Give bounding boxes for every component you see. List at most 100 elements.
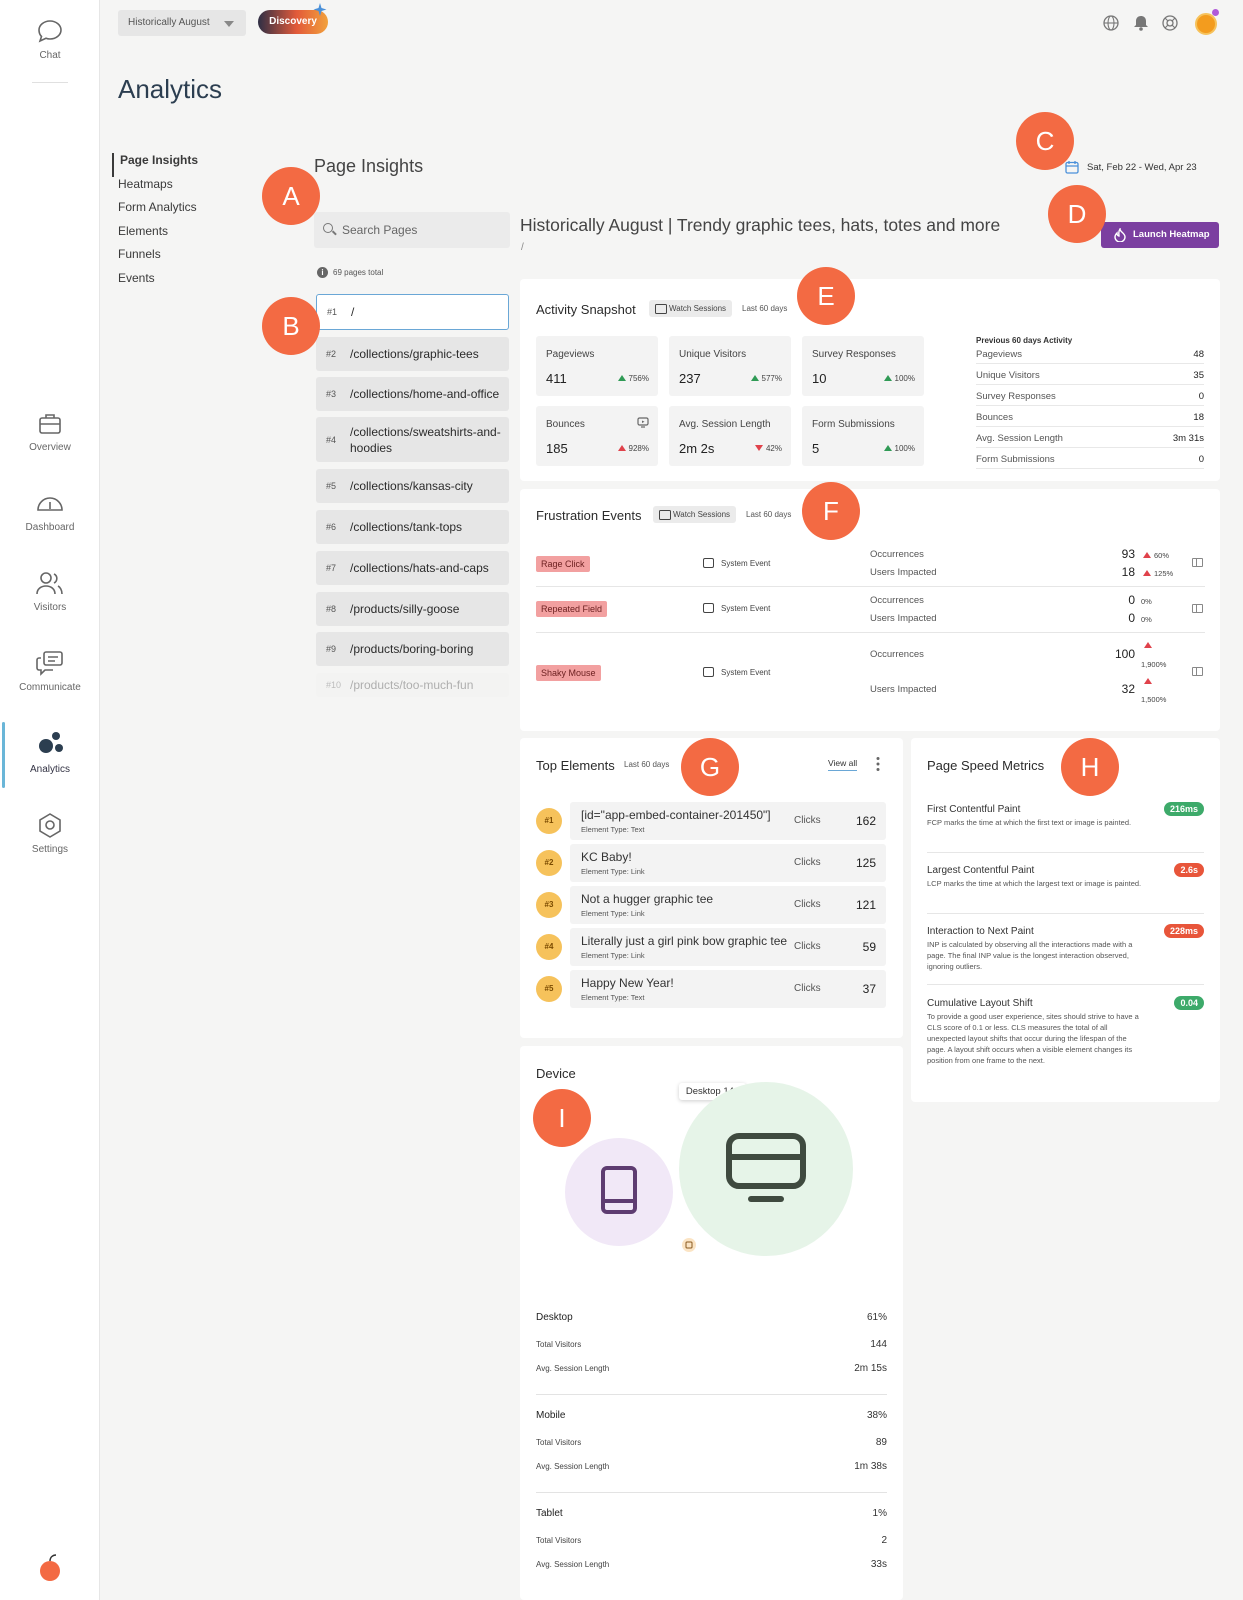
rail-label: Visitors <box>33 602 67 613</box>
subnav-funnels[interactable]: Funnels <box>118 247 161 261</box>
settings-icon <box>39 813 61 838</box>
metric-value: 5 <box>812 441 820 456</box>
discovery-button[interactable]: Discovery <box>258 10 328 34</box>
rail-chat[interactable]: Chat <box>0 18 100 61</box>
rail-label: Overview <box>29 442 71 453</box>
subnav-heatmaps[interactable]: Heatmaps <box>118 176 173 191</box>
rail-dashboard[interactable]: Dashboard <box>0 490 100 533</box>
avatar[interactable] <box>1195 13 1217 35</box>
element-row[interactable]: #2 KC Baby! Element Type: Link Clicks 125 <box>536 844 886 882</box>
launch-heatmap-button[interactable]: Launch Heatmap <box>1101 222 1219 248</box>
rail-communicate[interactable]: Communicate <box>0 650 100 693</box>
globe-icon[interactable] <box>1103 15 1119 31</box>
site-selector[interactable]: Historically August <box>118 10 246 36</box>
desktop-icon <box>726 1133 806 1202</box>
tablet-bubble[interactable] <box>565 1138 673 1246</box>
page-item[interactable]: #3/collections/home-and-office <box>316 377 509 411</box>
subnav-elements[interactable]: Elements <box>118 223 169 238</box>
page-item[interactable]: #4/collections/sweatshirts-and-hoodies <box>316 417 509 462</box>
metric-tile: Pageviews 411 756% <box>536 336 658 396</box>
element-box: KC Baby! Element Type: Link Clicks 125 <box>570 844 886 882</box>
metric-change: 928% <box>617 444 649 453</box>
arrow-up-icon <box>1144 642 1152 648</box>
marker-b: B <box>262 297 320 355</box>
element-row[interactable]: #1 [id="app-embed-container-201450"] Eleme… <box>536 802 886 840</box>
page-rank: #8 <box>326 604 337 614</box>
page-item[interactable]: #5/collections/kansas-city <box>316 469 509 503</box>
metric-value: 411 <box>546 371 567 386</box>
more-vertical-icon[interactable] <box>875 756 881 772</box>
subnav-events[interactable]: Events <box>118 270 155 285</box>
occurrences-value: 0 <box>1128 593 1135 607</box>
metric-change: 42% <box>754 444 782 453</box>
element-row[interactable]: #3 Not a hugger graphic tee Element Type: … <box>536 886 886 924</box>
sparkle-icon <box>313 3 327 16</box>
total-visitors-value: 2 <box>881 1535 887 1546</box>
metric-desc: FCP marks the time at which the first te… <box>927 818 1132 827</box>
page-path-label: / <box>521 242 524 253</box>
element-box: Literally just a girl pink bow graphic t… <box>570 928 886 966</box>
view-all-link[interactable]: View all <box>828 758 858 771</box>
watch-label: Watch Sessions <box>673 510 731 519</box>
analytics-subnav: Page Insights Heatmaps Form Analytics El… <box>112 153 198 294</box>
clicks-label: Clicks <box>794 941 821 952</box>
subnav-page-insights[interactable]: Page Insights <box>112 153 198 177</box>
marker-h: H <box>1061 738 1119 796</box>
element-name: KC Baby! <box>581 850 632 864</box>
page-item[interactable]: #6/collections/tank-tops <box>316 510 509 544</box>
speed-metric: Cumulative Layout Shift To provide a good… <box>927 996 1204 1066</box>
element-row[interactable]: #5 Happy New Year! Element Type: Text Click… <box>536 970 886 1008</box>
chat-icon <box>38 20 62 43</box>
marker-f: F <box>802 482 860 540</box>
rail-settings[interactable]: Settings <box>0 812 100 855</box>
page-path: / <box>351 305 355 319</box>
event-tag: Repeated Field <box>536 601 608 617</box>
card-title: Frustration Events <box>536 508 642 523</box>
metric-change: 100% <box>883 444 915 453</box>
change-value: 125% <box>1154 569 1174 578</box>
metric-title: Largest Contentful Paint <box>927 865 1035 876</box>
details-icon[interactable] <box>1192 667 1203 676</box>
watch-sessions-button[interactable]: Watch Sessions <box>649 300 733 317</box>
system-event-label: System Event <box>703 603 770 613</box>
rank-badge: #3 <box>536 892 562 918</box>
date-range-picker[interactable]: Sat, Feb 22 - Wed, Apr 23 <box>1087 162 1197 173</box>
users-label: Users Impacted <box>870 567 937 578</box>
subnav-form-analytics[interactable]: Form Analytics <box>118 200 197 214</box>
device-group-name: Tablet <box>536 1508 563 1519</box>
rank-badge: #1 <box>536 808 562 834</box>
previous-row: Survey Responses 0 <box>976 391 1204 406</box>
bell-icon[interactable] <box>1133 15 1149 31</box>
page-item[interactable]: #7/collections/hats-and-caps <box>316 551 509 585</box>
video-icon[interactable] <box>637 417 649 428</box>
previous-value: 0 <box>1198 391 1204 402</box>
page-item[interactable]: #8/products/silly-goose <box>316 592 509 626</box>
page-item[interactable]: #1 / <box>316 294 509 330</box>
page-item[interactable]: #2/collections/graphic-tees <box>316 337 509 371</box>
row-divider <box>536 586 1205 587</box>
previous-label: Pageviews <box>976 349 1022 360</box>
details-icon[interactable] <box>1192 604 1203 613</box>
rail-analytics[interactable]: Analytics <box>0 730 100 775</box>
details-icon[interactable] <box>1192 558 1203 567</box>
page-item[interactable]: #9/products/boring-boring <box>316 632 509 666</box>
desktop-bubble[interactable] <box>679 1082 853 1256</box>
rail-divider <box>32 82 68 83</box>
page-item[interactable]: #10/products/too-much-fun <box>316 673 509 697</box>
previous-label: Survey Responses <box>976 391 1056 402</box>
help-icon[interactable] <box>1162 15 1178 31</box>
watch-sessions-button[interactable]: Watch Sessions <box>653 506 737 523</box>
rail-visitors[interactable]: Visitors <box>0 570 100 613</box>
previous-label: Unique Visitors <box>976 370 1040 381</box>
avg-session-label: Avg. Session Length <box>536 1364 610 1373</box>
element-box: Not a hugger graphic tee Element Type: Li… <box>570 886 886 924</box>
metric-desc: To provide a good user experience, sites… <box>927 1012 1139 1065</box>
element-row[interactable]: #4 Literally just a girl pink bow graphic… <box>536 928 886 966</box>
arrow-up-icon <box>1143 570 1151 576</box>
rail-overview[interactable]: Overview <box>0 410 100 453</box>
mobile-bubble[interactable] <box>682 1238 696 1252</box>
previous-row: Pageviews 48 <box>976 349 1204 364</box>
avg-session-value: 2m 15s <box>854 1363 887 1374</box>
search-input[interactable]: Search Pages <box>314 212 510 248</box>
metric-desc: INP is calculated by observing all the i… <box>927 940 1133 971</box>
